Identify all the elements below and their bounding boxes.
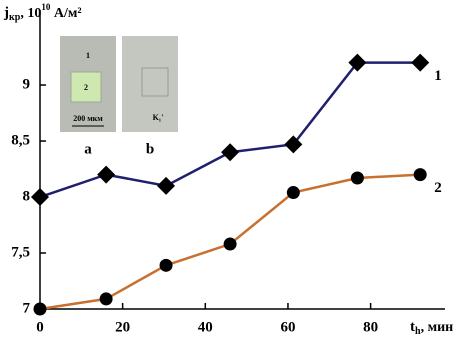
region xyxy=(141,67,169,97)
marker xyxy=(350,171,364,185)
x-tick-label: 80 xyxy=(363,319,378,335)
series-label: 1 xyxy=(434,68,442,84)
y-tick-label: 8,5 xyxy=(11,132,30,148)
marker xyxy=(221,143,240,162)
inset-label: b xyxy=(146,141,154,157)
x-axis-label: th, мин xyxy=(410,319,453,337)
marker xyxy=(284,135,303,154)
inset-text: K₁' xyxy=(153,113,164,122)
marker xyxy=(159,258,173,272)
y-tick-label: 9 xyxy=(23,76,31,92)
marker xyxy=(31,188,49,207)
inset-text: 2 xyxy=(84,83,88,92)
marker xyxy=(99,292,113,306)
series-label: 2 xyxy=(434,180,442,196)
marker xyxy=(33,302,47,316)
marker xyxy=(286,186,300,200)
marker xyxy=(411,53,430,72)
x-tick-label: 60 xyxy=(280,319,295,335)
marker xyxy=(348,53,367,72)
inset-a: 1 2 200 мкм a xyxy=(60,36,116,157)
inset-text: 1 xyxy=(86,51,90,60)
y-tick-label: 8 xyxy=(23,188,31,204)
inset-label: a xyxy=(84,141,92,157)
x-tick-label: 0 xyxy=(36,319,44,335)
marker xyxy=(223,237,237,251)
marker xyxy=(157,176,176,195)
marker xyxy=(97,165,116,184)
micrograph xyxy=(122,36,178,132)
x-tick-label: 20 xyxy=(115,319,130,335)
inset-text: 200 мкм xyxy=(73,114,103,123)
marker xyxy=(413,168,427,182)
y-axis-label: jкр, 1010 А/м² xyxy=(3,2,82,23)
y-tick-label: 7 xyxy=(23,300,31,316)
x-tick-label: 40 xyxy=(198,319,213,335)
y-tick-label: 7,5 xyxy=(11,244,30,260)
region xyxy=(70,71,102,103)
inset-b: K₁' b xyxy=(122,36,178,157)
